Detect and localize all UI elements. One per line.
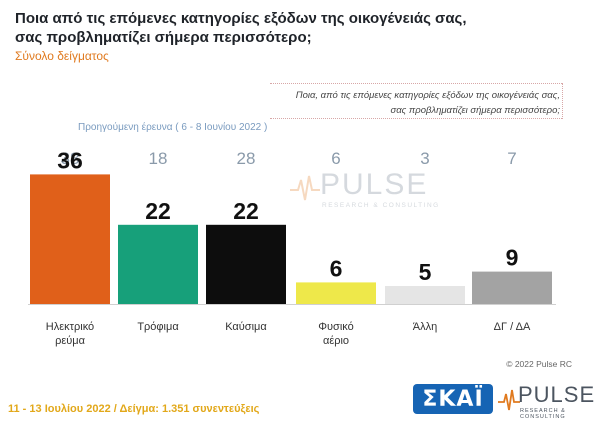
- category-label: Καύσιμα: [225, 321, 267, 333]
- category-label: ρεύμα: [55, 335, 86, 347]
- title-line-1: Ποια από τις επόμενες κατηγορίες εξόδων …: [15, 10, 467, 27]
- previous-value-label: 6: [331, 149, 340, 168]
- bar: [206, 224, 286, 304]
- previous-value-label: 28: [237, 149, 256, 168]
- pulse-wave-icon: [290, 175, 320, 201]
- bar: [296, 282, 376, 304]
- previous-survey-label: Προηγούμενη έρευνα ( 6 - 8 Ιουνίου 2022 …: [78, 122, 268, 133]
- chart-subtitle: Σύνολο δείγματος: [15, 49, 109, 63]
- question-note: Ποια, από τις επόμενες κατηγορίες εξόδων…: [120, 88, 560, 118]
- watermark-name: PULSE: [320, 168, 429, 201]
- previous-value-label: 38: [61, 149, 80, 168]
- chart-title: Ποια από τις επόμενες κατηγορίες εξόδων …: [15, 9, 535, 47]
- bar: [118, 224, 198, 304]
- category-label: αέριο: [323, 335, 349, 347]
- note-divider-top: [270, 83, 562, 84]
- bar-chart: 3836Ηλεκτρικόρεύμα1822Τρόφιμα2822Καύσιμα…: [28, 147, 556, 347]
- previous-value-label: 3: [420, 149, 429, 168]
- category-label: Άλλη: [413, 321, 437, 333]
- bar-value-label: 22: [145, 198, 171, 224]
- copyright: © 2022 Pulse RC: [506, 359, 572, 369]
- bar-value-label: 36: [57, 147, 83, 173]
- survey-footer: 11 - 13 Ιουλίου 2022 / Δείγμα: 1.351 συν…: [8, 403, 260, 415]
- category-label: Ηλεκτρικό: [46, 321, 94, 333]
- skai-logo-text: ΣΚΑΪ: [422, 386, 484, 412]
- previous-value-label: 18: [149, 149, 168, 168]
- category-label: Φυσικό: [318, 321, 354, 333]
- previous-value-label: 7: [507, 149, 516, 168]
- category-label: ΔΓ / ΔΑ: [494, 321, 531, 333]
- note-divider-side: [562, 83, 563, 119]
- pulse-logo-tagline: RESEARCH & CONSULTING: [520, 408, 566, 420]
- bar: [30, 174, 110, 304]
- pulse-logo: PULSE RESEARCH & CONSULTING: [498, 382, 594, 420]
- category-label: Τρόφιμα: [137, 321, 179, 333]
- pulse-logo-wave-icon: [498, 389, 520, 411]
- bar: [385, 286, 465, 304]
- title-line-2: σας προβληματίζει σήμερα περισσότερο;: [15, 29, 312, 46]
- bar-value-label: 9: [506, 245, 519, 271]
- bar: [472, 271, 552, 304]
- watermark-tagline: RESEARCH & CONSULTING: [322, 202, 440, 209]
- question-note-line-2: σας προβληματίζει σήμερα περισσότερο;: [390, 105, 560, 116]
- question-note-line-1: Ποια, από τις επόμενες κατηγορίες εξόδων…: [295, 90, 560, 101]
- pulse-logo-text: PULSE: [518, 382, 596, 407]
- bar-value-label: 5: [419, 259, 432, 285]
- bar-value-label: 6: [330, 255, 343, 281]
- note-divider-bottom: [270, 118, 562, 119]
- bar-value-label: 22: [233, 198, 259, 224]
- skai-logo: ΣΚΑΪ: [413, 384, 493, 414]
- pulse-watermark: PULSE RESEARCH & CONSULTING: [290, 168, 440, 218]
